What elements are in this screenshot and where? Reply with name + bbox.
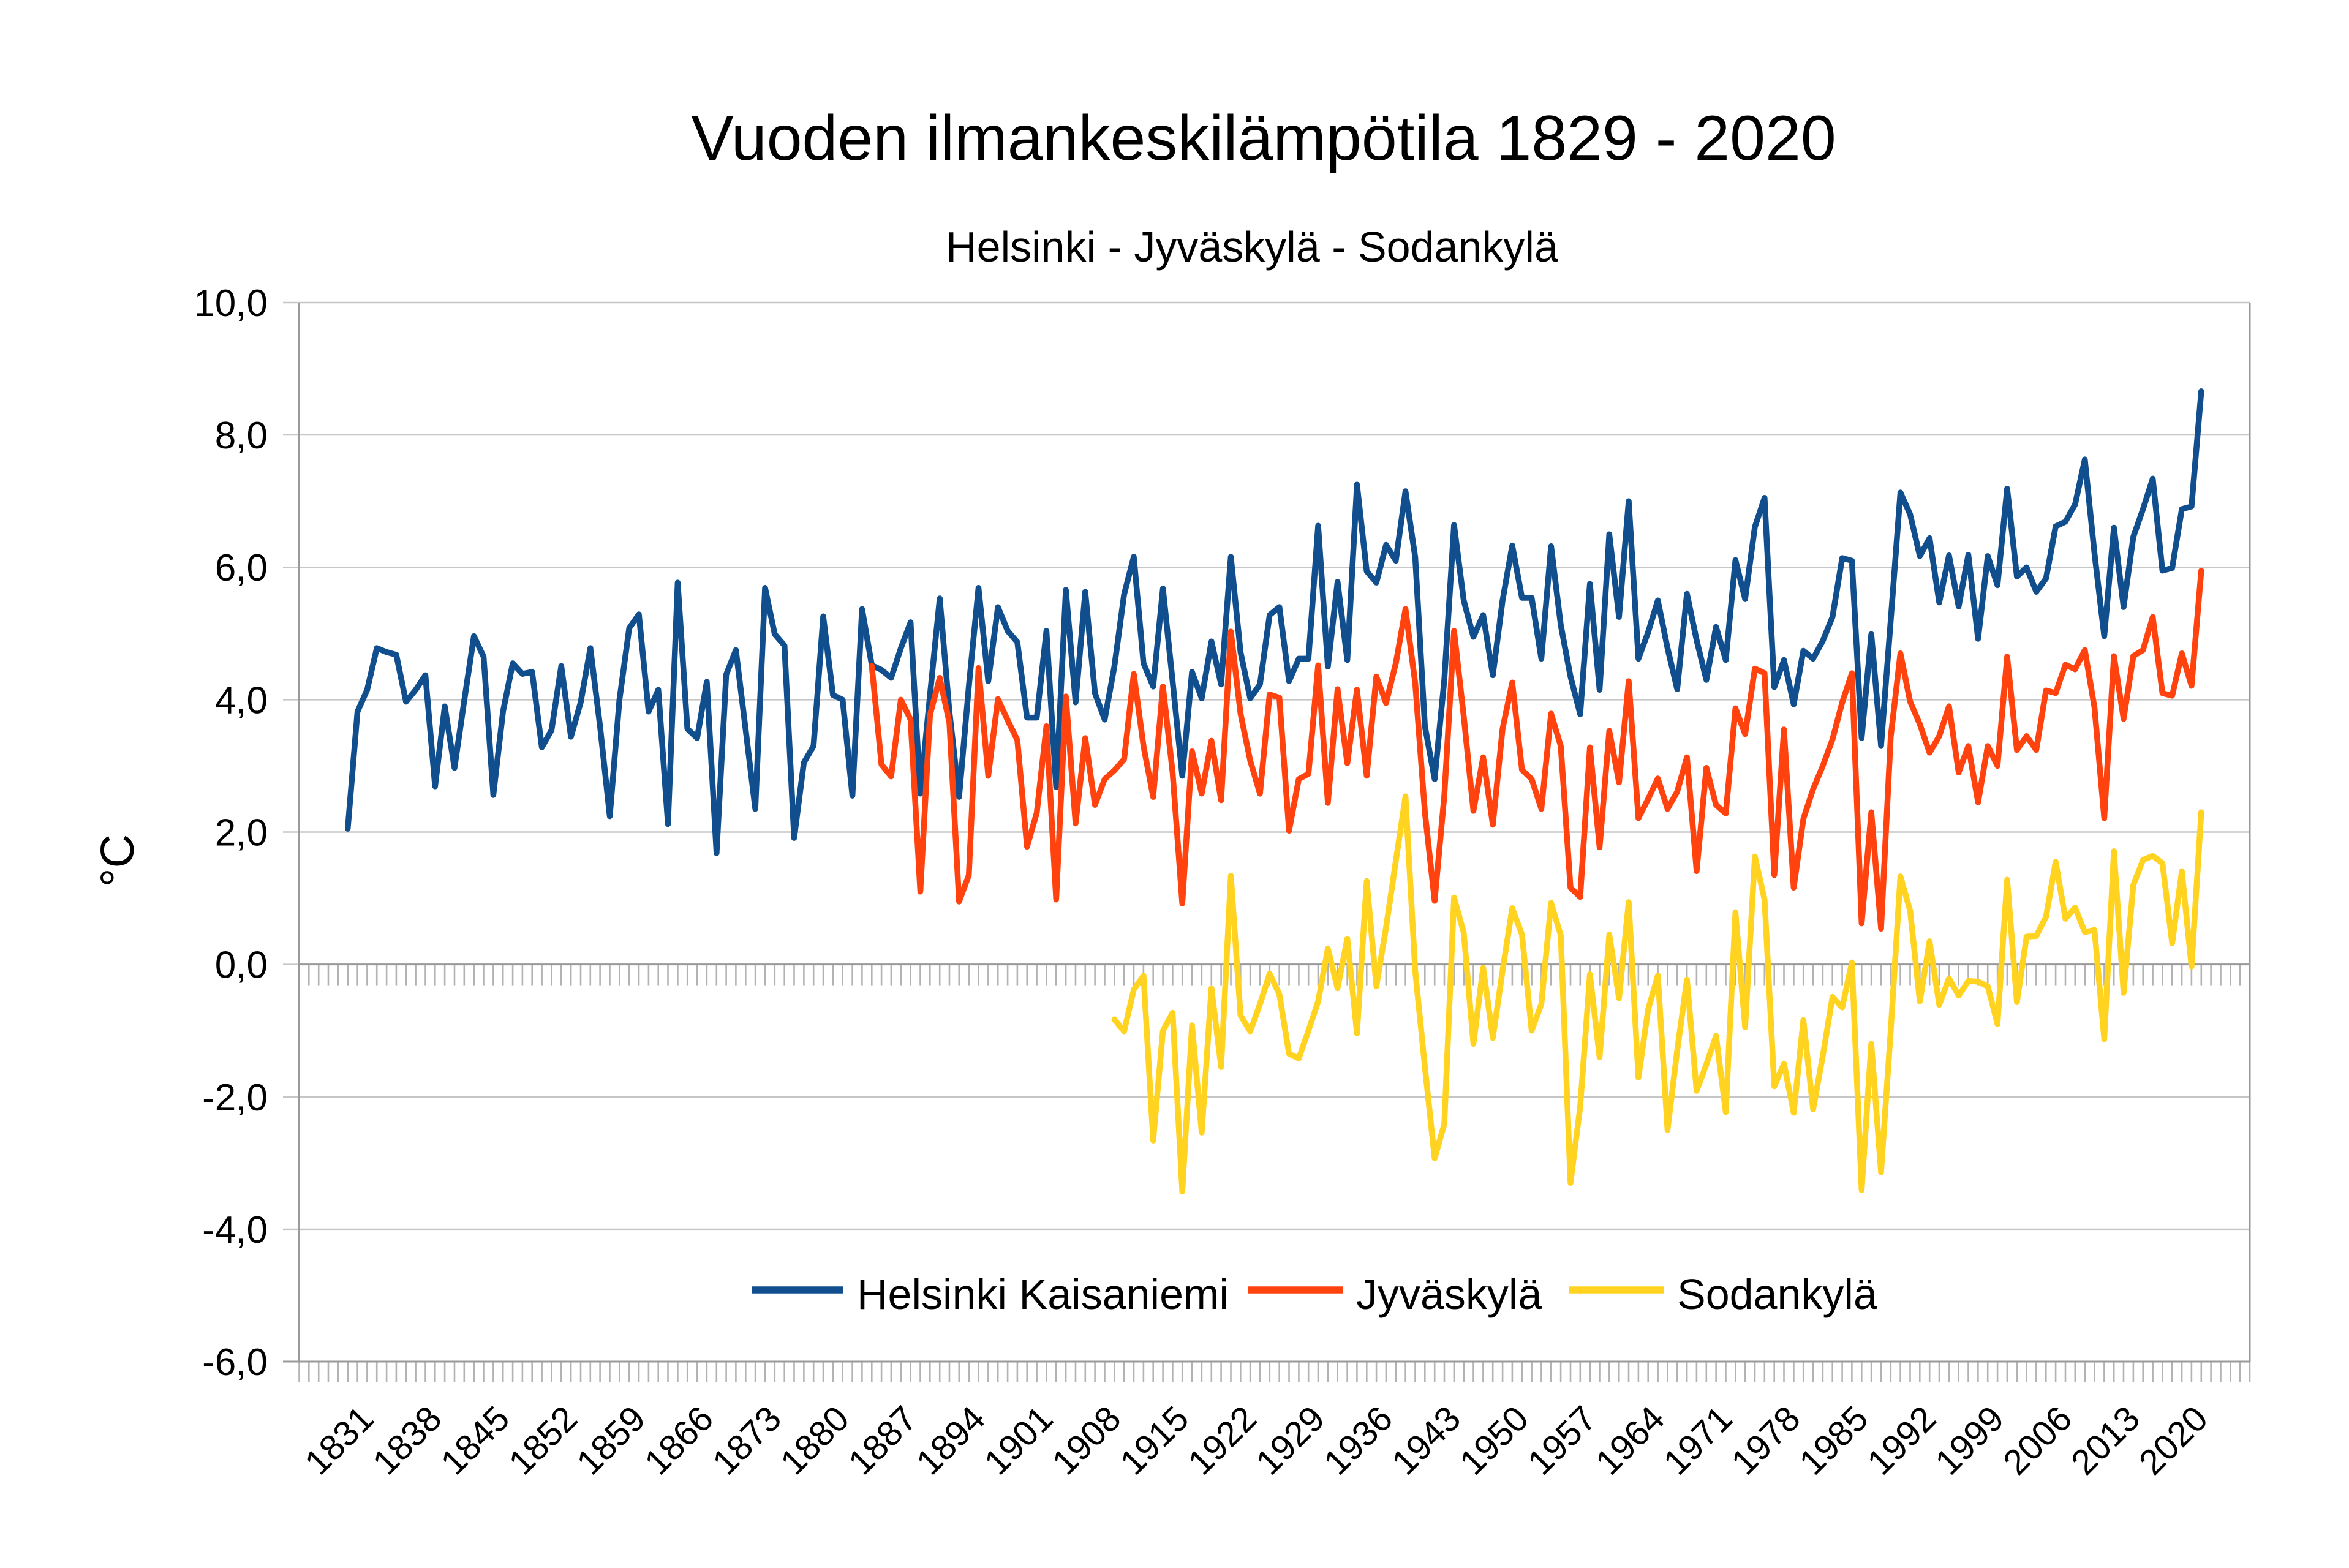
svg-text:1901: 1901 [976,1398,1060,1482]
svg-text:Jyväskylä: Jyväskylä [1356,1270,1542,1318]
svg-text:1866: 1866 [637,1398,721,1482]
svg-text:Helsinki - Jyväskylä - Sodanky: Helsinki - Jyväskylä - Sodankylä [946,223,1558,271]
svg-text:1845: 1845 [433,1398,517,1482]
svg-text:1873: 1873 [705,1398,789,1482]
svg-text:1887: 1887 [841,1398,925,1482]
svg-text:4,0: 4,0 [215,679,268,722]
svg-text:1894: 1894 [908,1398,992,1482]
svg-text:6,0: 6,0 [215,547,268,589]
svg-text:2013: 2013 [2064,1398,2147,1482]
svg-text:2,0: 2,0 [215,812,268,854]
svg-text:1936: 1936 [1316,1398,1400,1482]
svg-text:1908: 1908 [1044,1398,1128,1482]
svg-text:2020: 2020 [2132,1398,2215,1482]
svg-text:1922: 1922 [1180,1398,1264,1482]
svg-text:Sodankylä: Sodankylä [1677,1270,1877,1318]
svg-text:1971: 1971 [1656,1398,1740,1482]
svg-text:1929: 1929 [1248,1398,1332,1482]
svg-text:°C: °C [91,834,144,887]
svg-text:1859: 1859 [569,1398,653,1482]
svg-text:Vuoden ilmankeskilämpötila 182: Vuoden ilmankeskilämpötila 1829 - 2020 [691,103,1836,174]
svg-text:1943: 1943 [1384,1398,1468,1482]
svg-text:8,0: 8,0 [215,415,268,457]
svg-text:1957: 1957 [1520,1398,1604,1482]
svg-text:-4,0: -4,0 [202,1209,268,1251]
svg-text:1985: 1985 [1792,1398,1876,1482]
svg-text:-2,0: -2,0 [202,1077,268,1119]
svg-text:1978: 1978 [1724,1398,1808,1482]
svg-text:2006: 2006 [1996,1398,2079,1482]
svg-text:Helsinki Kaisaniemi: Helsinki Kaisaniemi [857,1270,1229,1318]
svg-text:1838: 1838 [365,1398,449,1482]
svg-text:1831: 1831 [297,1398,381,1482]
svg-text:1964: 1964 [1588,1398,1672,1482]
svg-text:1999: 1999 [1928,1398,2012,1482]
svg-text:1992: 1992 [1860,1398,1944,1482]
svg-text:1915: 1915 [1112,1398,1196,1482]
svg-text:1852: 1852 [501,1398,585,1482]
svg-text:1880: 1880 [773,1398,857,1482]
svg-text:10,0: 10,0 [194,282,268,325]
svg-text:1950: 1950 [1452,1398,1536,1482]
svg-text:0,0: 0,0 [215,944,268,987]
svg-text:-6,0: -6,0 [202,1341,268,1384]
